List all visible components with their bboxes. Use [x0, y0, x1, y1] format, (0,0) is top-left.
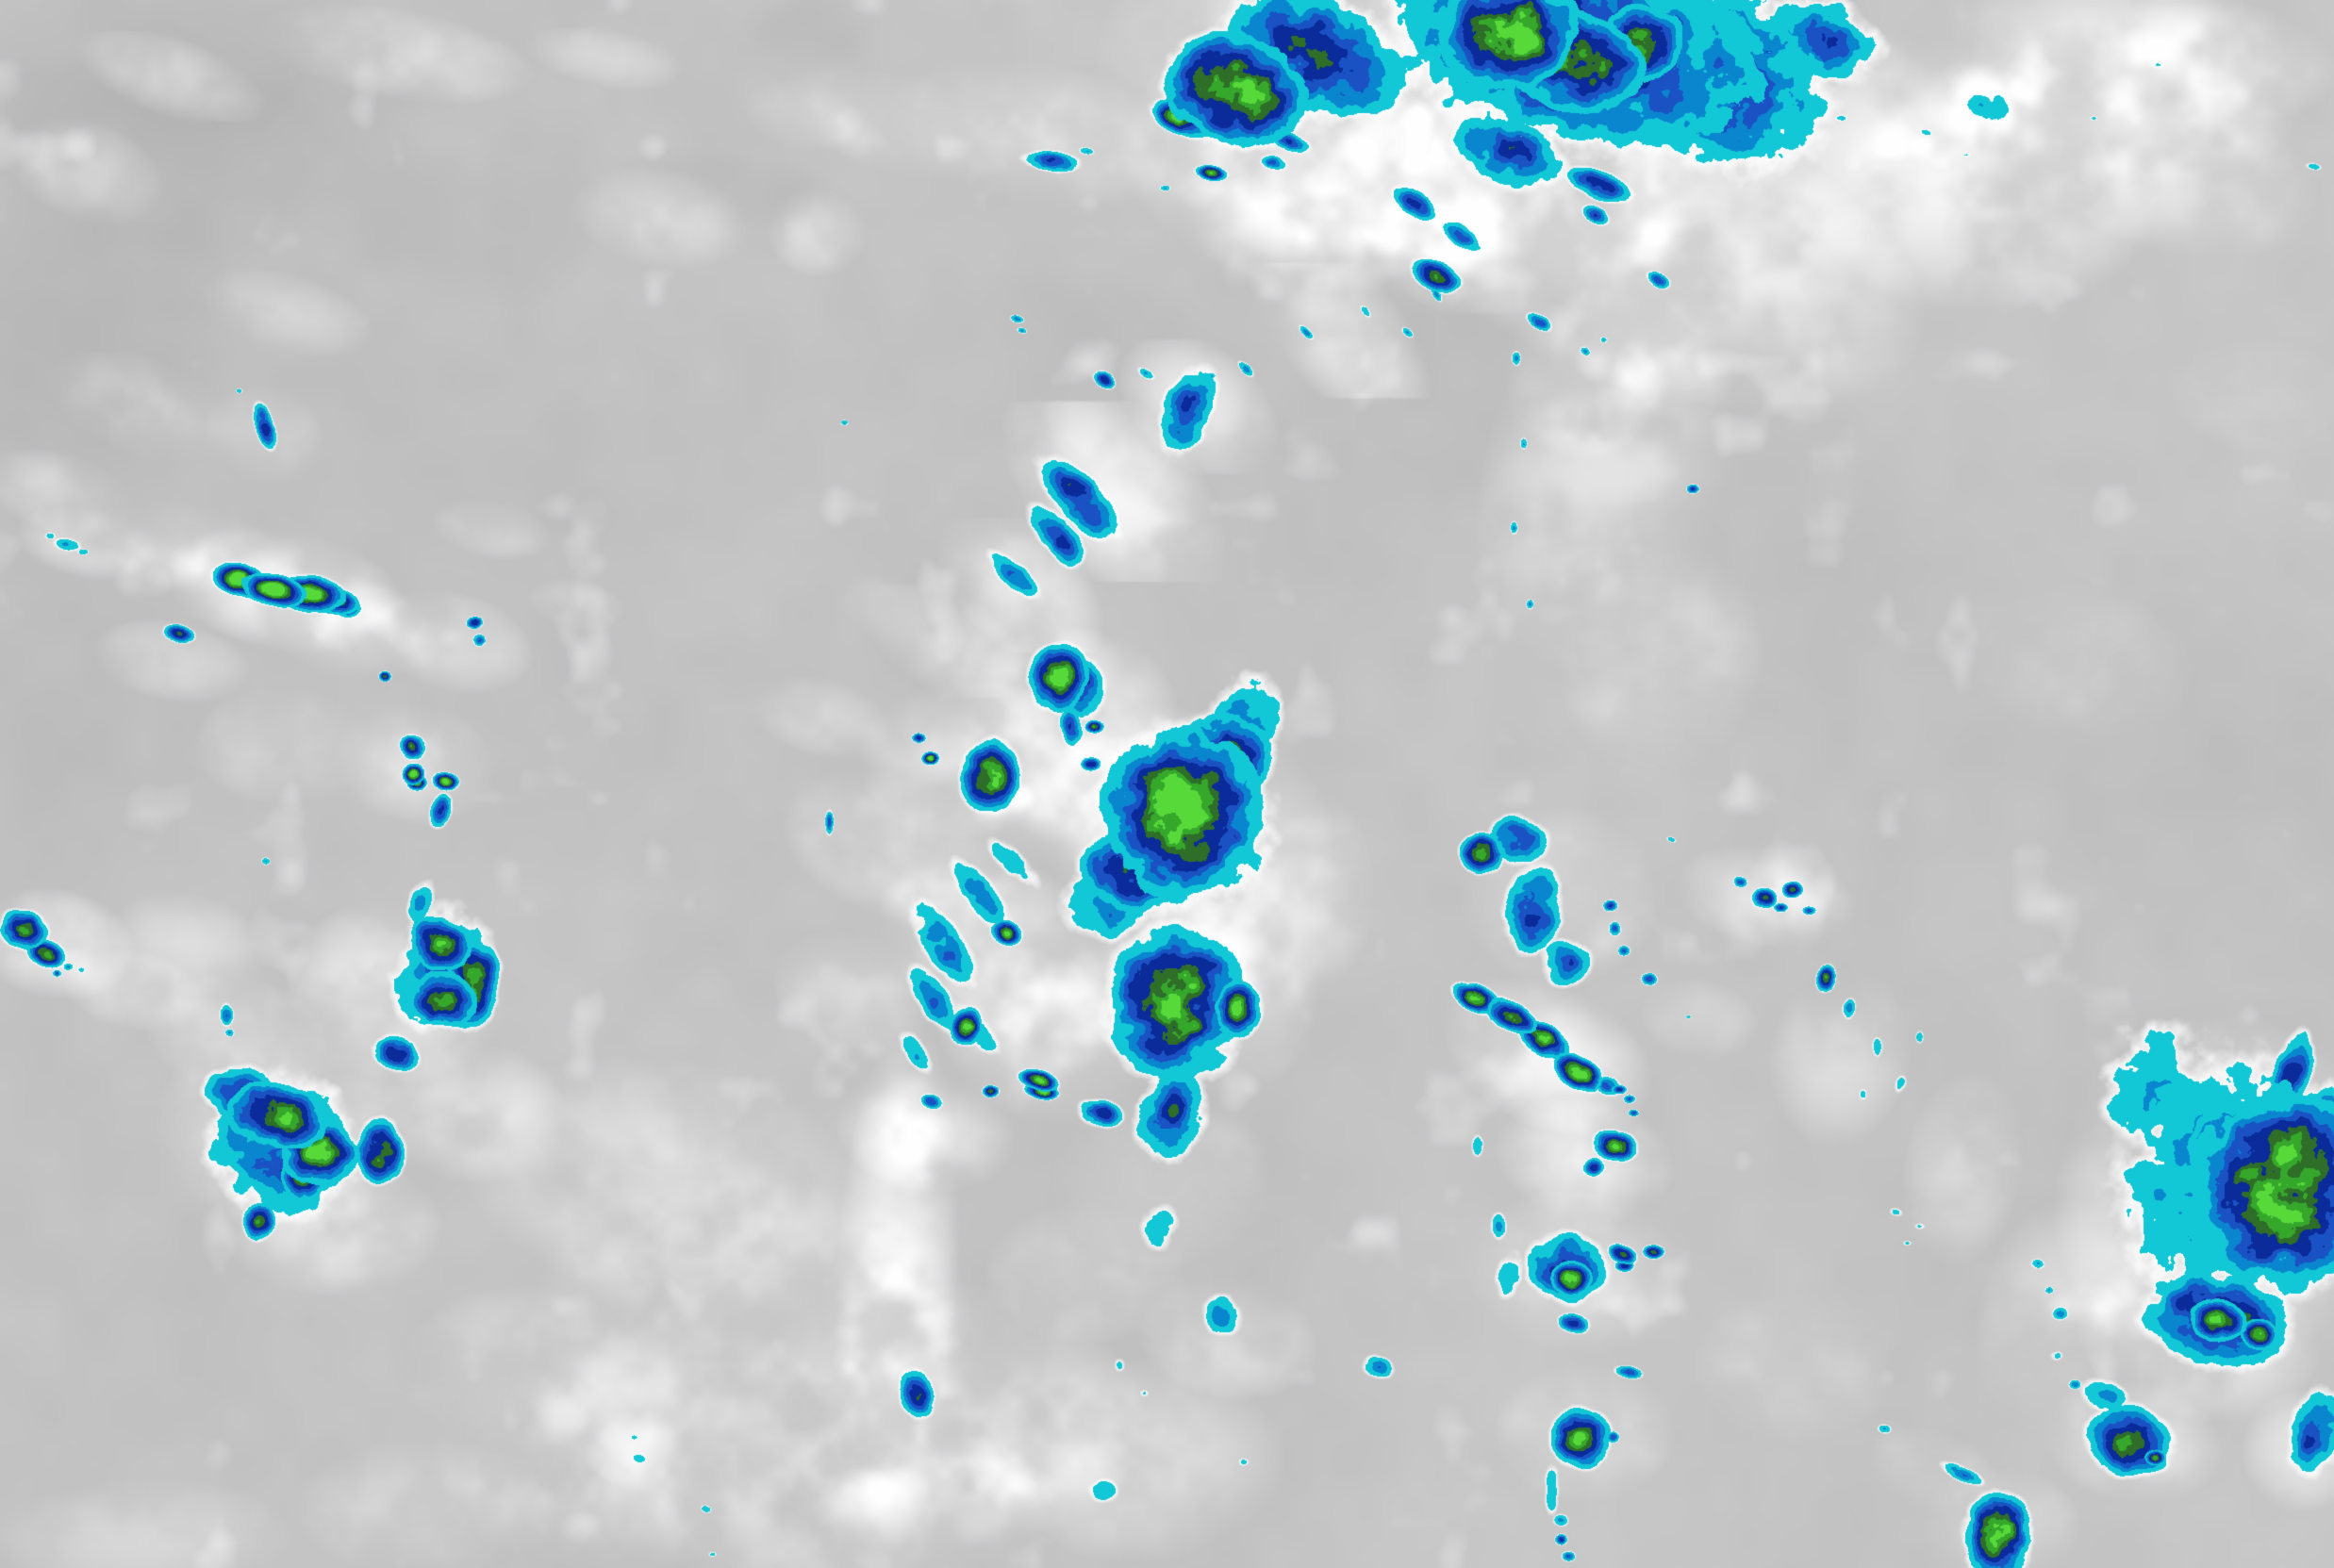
satellite-image: [0, 0, 2334, 1568]
satellite-view: [0, 0, 2334, 1568]
